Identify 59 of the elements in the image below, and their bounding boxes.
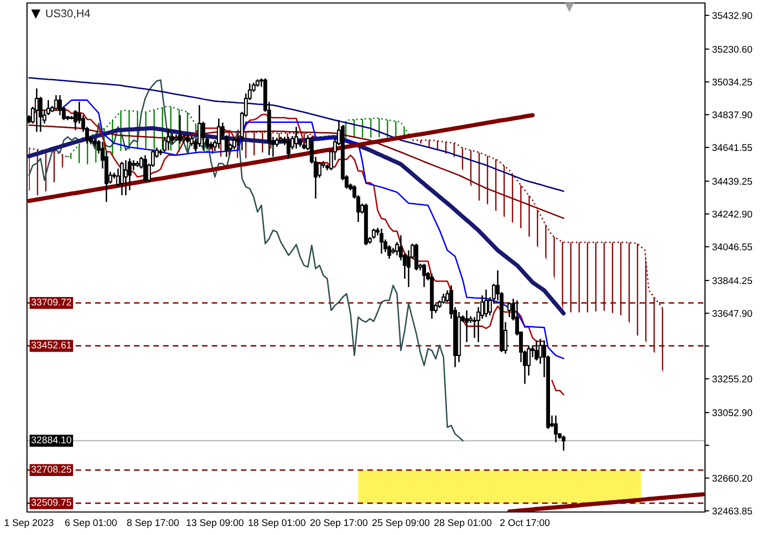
candlestick	[538, 338, 542, 364]
candlestick	[58, 94, 62, 116]
y-tick-label: 34641.55	[712, 144, 752, 152]
ref-line-label: 33709.72	[31, 298, 72, 306]
y-tick-label: 35034.25	[712, 78, 752, 86]
y-tick-label: 34439.25	[712, 178, 752, 185]
candlestick	[554, 414, 558, 443]
candlestick	[286, 136, 290, 160]
y-tick-label: 33844.25	[712, 277, 752, 284]
ref-line-label: 32708.25	[31, 466, 72, 473]
candlestick	[562, 434, 566, 452]
candlestick	[216, 118, 221, 150]
y-tick-label: 34242.90	[712, 210, 752, 218]
candlestick	[484, 288, 488, 318]
candlestick	[197, 104, 202, 148]
line-series	[28, 79, 464, 442]
candlestick	[380, 228, 384, 254]
candlestick	[201, 121, 206, 151]
line-series	[28, 77, 564, 192]
candlestick	[178, 114, 182, 144]
candlestick	[442, 293, 446, 304]
x-tick-label: 13 Sep 09:00	[186, 519, 244, 528]
x-tick-label: 8 Sep 17:00	[127, 519, 179, 528]
x-tick-label: 28 Sep 01:00	[434, 519, 492, 528]
x-tick-label: 2 Oct 17:00	[500, 519, 550, 526]
candlestick	[34, 88, 39, 133]
y-tick-label: 33255.20	[712, 376, 752, 382]
candlestick	[190, 135, 194, 147]
y-tick-label: 34046.55	[712, 243, 752, 250]
y-tick-label: 33647.90	[712, 310, 752, 317]
candlestick	[422, 262, 426, 288]
candlestick	[294, 126, 298, 150]
candlestick	[124, 160, 128, 196]
y-tick-label: 32660.20	[712, 474, 752, 482]
y-tick-label: 35432.90	[712, 12, 752, 19]
y-tick-label: 34837.90	[712, 111, 752, 118]
y-tick-label: 33052.90	[712, 409, 752, 416]
y-tick-label: 35230.60	[712, 46, 752, 53]
candlestick	[318, 161, 322, 178]
candlestick	[120, 161, 124, 196]
ref-line-label: 33452.61	[31, 342, 72, 348]
ref-line-label: 32884.10	[31, 436, 72, 444]
candlestick	[534, 340, 538, 362]
x-tick-label: 18 Sep 01:00	[248, 519, 306, 528]
candlestick	[143, 154, 148, 183]
ref-line-label: 32509.75	[31, 498, 72, 506]
y-tick-label: 32463.85	[712, 508, 752, 514]
candlestick	[414, 242, 418, 272]
candlestick	[464, 310, 469, 343]
chart-title: US30,H4	[46, 9, 90, 19]
x-tick-label: 25 Sep 09:00	[372, 519, 430, 528]
candlestick	[166, 128, 170, 151]
x-tick-label: 1 Sep 2023	[4, 519, 54, 528]
candlestick	[372, 228, 376, 240]
candlestick	[54, 94, 58, 111]
x-tick-label: 6 Sep 01:00	[65, 519, 117, 528]
candlestick	[507, 301, 512, 318]
candlestick	[232, 136, 236, 150]
x-tick-label: 20 Sep 17:00	[310, 519, 368, 528]
